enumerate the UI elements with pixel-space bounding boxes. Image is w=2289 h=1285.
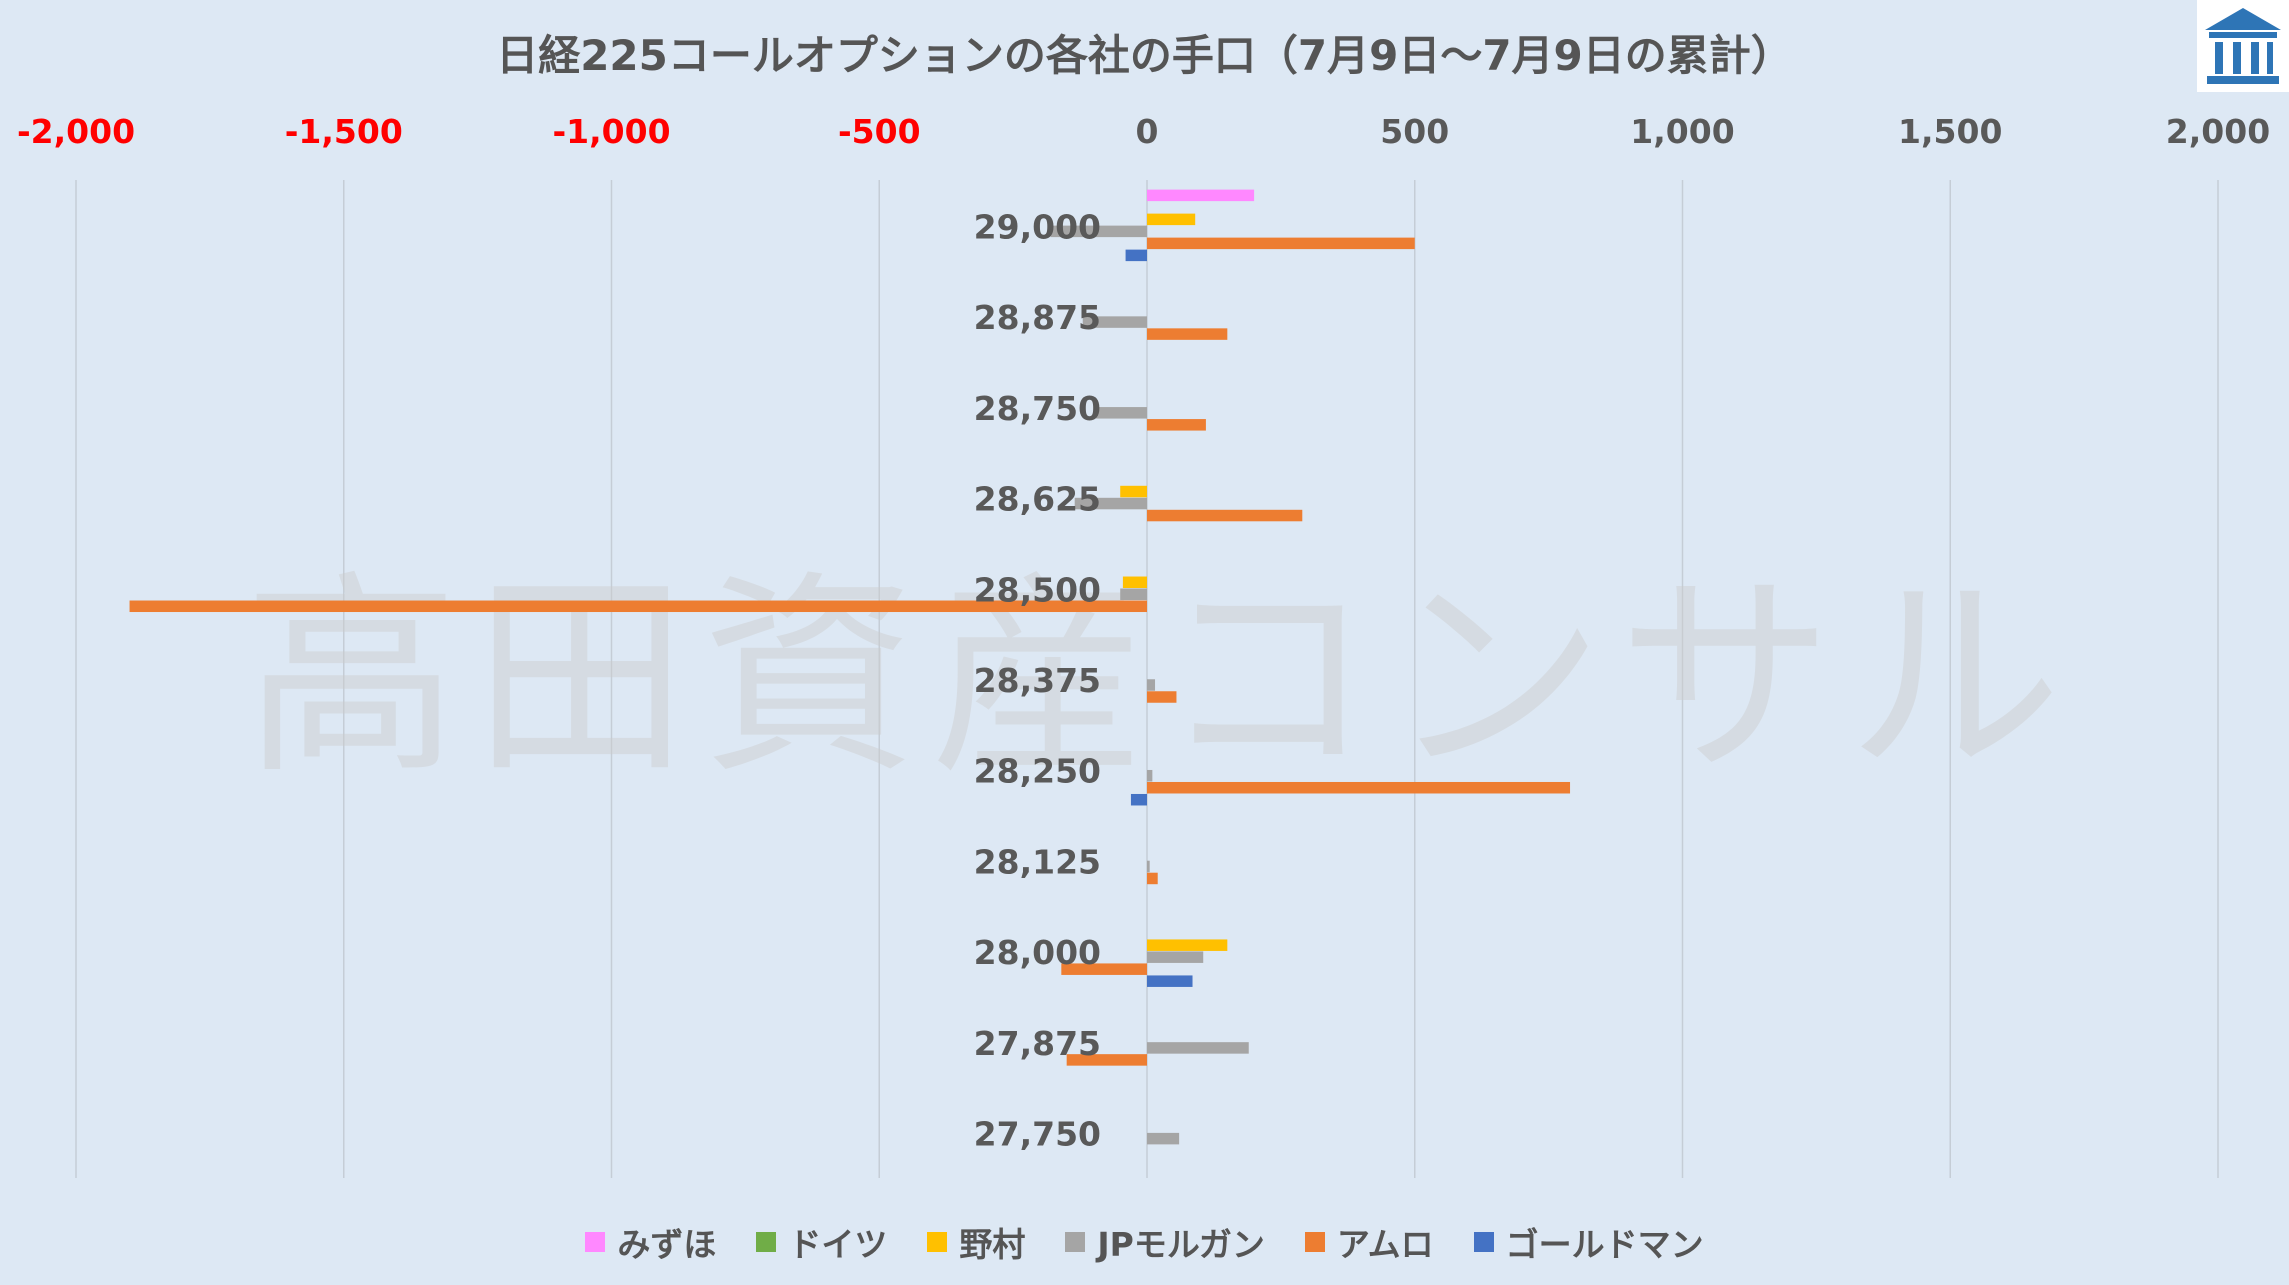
category-label: 29,000: [974, 207, 1101, 246]
bar-goldman: [1125, 249, 1147, 262]
legend-item-nomura: 野村: [927, 1218, 1025, 1266]
legend-swatch: [1304, 1232, 1325, 1252]
legend-swatch: [756, 1232, 777, 1252]
bar-jpmorgan: [1096, 407, 1147, 419]
category-label: 28,750: [974, 389, 1101, 428]
x-tick-label: 500: [1380, 112, 1449, 151]
bar-amro: [1147, 509, 1303, 522]
bar-nomura: [1120, 485, 1147, 498]
x-tick-label: -2,000: [17, 112, 135, 151]
legend-item-jpmorgan: JPモルガン: [1065, 1218, 1265, 1266]
legend-item-amro: アムロ: [1304, 1218, 1434, 1266]
bar-amro: [1147, 781, 1571, 794]
bar-amro: [1147, 419, 1206, 431]
category-label: 28,250: [974, 752, 1101, 791]
legend-label: みずほ: [617, 1225, 717, 1264]
category-labels: 29,000 28,875 28,750 28,625 28,500 28,375 28,2…: [974, 207, 1101, 1153]
building-icon: [2205, 8, 2281, 84]
category-label: 28,000: [974, 933, 1101, 972]
x-tick-label: 2,000: [2166, 112, 2270, 151]
category-label: 27,750: [974, 1115, 1101, 1154]
x-tick-label: -500: [838, 112, 921, 151]
category-label: 27,875: [974, 1024, 1101, 1063]
bar-jpmorgan: [1050, 225, 1147, 238]
bar-amro: [1066, 1054, 1147, 1066]
legend-swatch: [1065, 1232, 1086, 1252]
legend-label: ドイツ: [788, 1225, 888, 1264]
legend-swatch: [585, 1232, 606, 1252]
x-tick-label: 0: [1136, 112, 1159, 151]
x-axis-ticks: -2,000 -1,500 -1,000 -500 0 500 1,000 1,500 2,00…: [17, 112, 2270, 151]
bar-jpmorgan: [1074, 497, 1147, 510]
legend-swatch: [1473, 1232, 1494, 1252]
bars: [129, 189, 1571, 1145]
bar-jpmorgan: [1147, 769, 1153, 782]
x-tick-label: 1,500: [1898, 112, 2002, 151]
bar-jpmorgan: [1147, 679, 1156, 691]
bar-amro: [1147, 691, 1177, 703]
category-label: 28,875: [974, 298, 1101, 337]
bar-goldman: [1147, 975, 1193, 987]
legend-swatch: [927, 1232, 948, 1252]
legend-label: ゴールドマン: [1505, 1225, 1704, 1264]
legend-item-deutsche: ドイツ: [756, 1218, 887, 1266]
chart-title: 日経225コールオプションの各社の手口（7月9日～7月9日の累計）: [496, 31, 1793, 80]
logo: [2197, 0, 2289, 92]
legend-item-mizuho: みずほ: [585, 1218, 716, 1266]
bar-jpmorgan: [1147, 1132, 1180, 1145]
bar-amro: [1147, 237, 1415, 250]
legend-item-goldman: ゴールドマン: [1473, 1218, 1704, 1266]
bar-amro: [129, 600, 1148, 613]
legend-label: 野村: [959, 1225, 1026, 1264]
bar-amro: [1061, 963, 1147, 975]
x-tick-label: 1,000: [1630, 112, 1734, 151]
bar-amro: [1147, 872, 1158, 885]
category-label: 28,625: [974, 480, 1101, 519]
bar-mizuho: [1147, 189, 1255, 202]
grid-lines: [75, 180, 2219, 1178]
bar-nomura: [1147, 939, 1228, 951]
bar-jpmorgan: [1147, 951, 1204, 963]
bar-jpmorgan: [1082, 316, 1147, 328]
category-label: 28,125: [974, 842, 1101, 881]
category-label: 28,500: [974, 570, 1101, 609]
category-label: 28,375: [974, 661, 1101, 700]
bar-nomura: [1122, 576, 1147, 589]
bar-jpmorgan: [1147, 1042, 1249, 1054]
bar-jpmorgan: [1147, 860, 1150, 873]
bar-goldman: [1130, 793, 1147, 806]
x-tick-label: -1,000: [552, 112, 670, 151]
bar-nomura: [1147, 213, 1196, 226]
bar-jpmorgan: [1120, 588, 1147, 601]
legend: みずほ ドイツ 野村 JPモルガン アムロ ゴールドマン: [0, 1218, 2289, 1266]
legend-label: アムロ: [1336, 1225, 1434, 1264]
legend-label: JPモルガン: [1097, 1225, 1265, 1264]
watermark-text: 高田資産コンサル: [244, 552, 2076, 803]
x-tick-label: -1,500: [285, 112, 403, 151]
bar-amro: [1147, 328, 1228, 340]
